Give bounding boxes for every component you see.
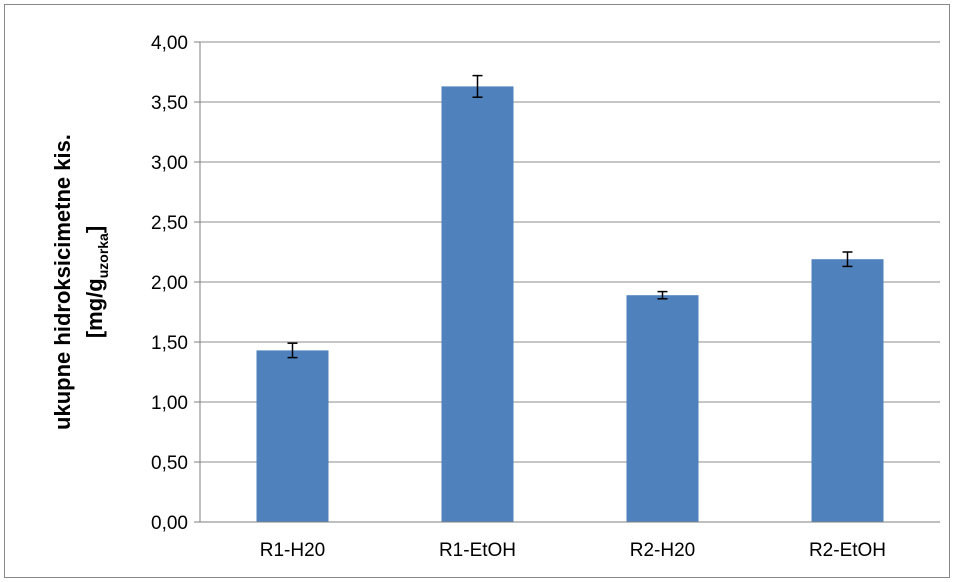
x-category-label: R1-EtOH <box>439 540 516 561</box>
x-category-labels: R1-H20 R1-EtOH R2-H20 R2-EtOH <box>260 540 886 561</box>
y-tick-label: 1,00 <box>151 393 188 414</box>
y-tick-label: 2,00 <box>151 273 188 294</box>
bars <box>256 86 884 523</box>
y-tick-labels: 0,00 0,50 1,00 1,50 2,00 2,50 3,00 3,50 4,00 <box>151 33 188 534</box>
bar-R2-EtOH <box>811 259 884 522</box>
y-tick-label: 4,00 <box>151 33 188 54</box>
bar-R2-H20 <box>626 295 699 522</box>
y-axis-title: ukupne hidroksicimetne kis. [mg/guzorka] <box>50 134 111 430</box>
bar-R1-EtOH <box>441 86 514 523</box>
x-category-label: R2-EtOH <box>809 540 886 561</box>
y-tick-label: 0,00 <box>151 513 188 534</box>
x-category-label: R1-H20 <box>260 540 325 561</box>
y-axis-title-line2: [mg/guzorka] <box>82 226 111 338</box>
y-tick-label: 2,50 <box>151 213 188 234</box>
x-category-label: R2-H20 <box>630 540 695 561</box>
y-tick-label: 0,50 <box>151 453 188 474</box>
y-tick-label: 3,00 <box>151 153 188 174</box>
y-tick-label: 3,50 <box>151 93 188 114</box>
y-axis-title-line1: ukupne hidroksicimetne kis. <box>50 134 75 430</box>
y-tick-label: 1,50 <box>151 333 188 354</box>
bar-R1-H20 <box>256 350 329 522</box>
error-bars <box>287 74 853 359</box>
